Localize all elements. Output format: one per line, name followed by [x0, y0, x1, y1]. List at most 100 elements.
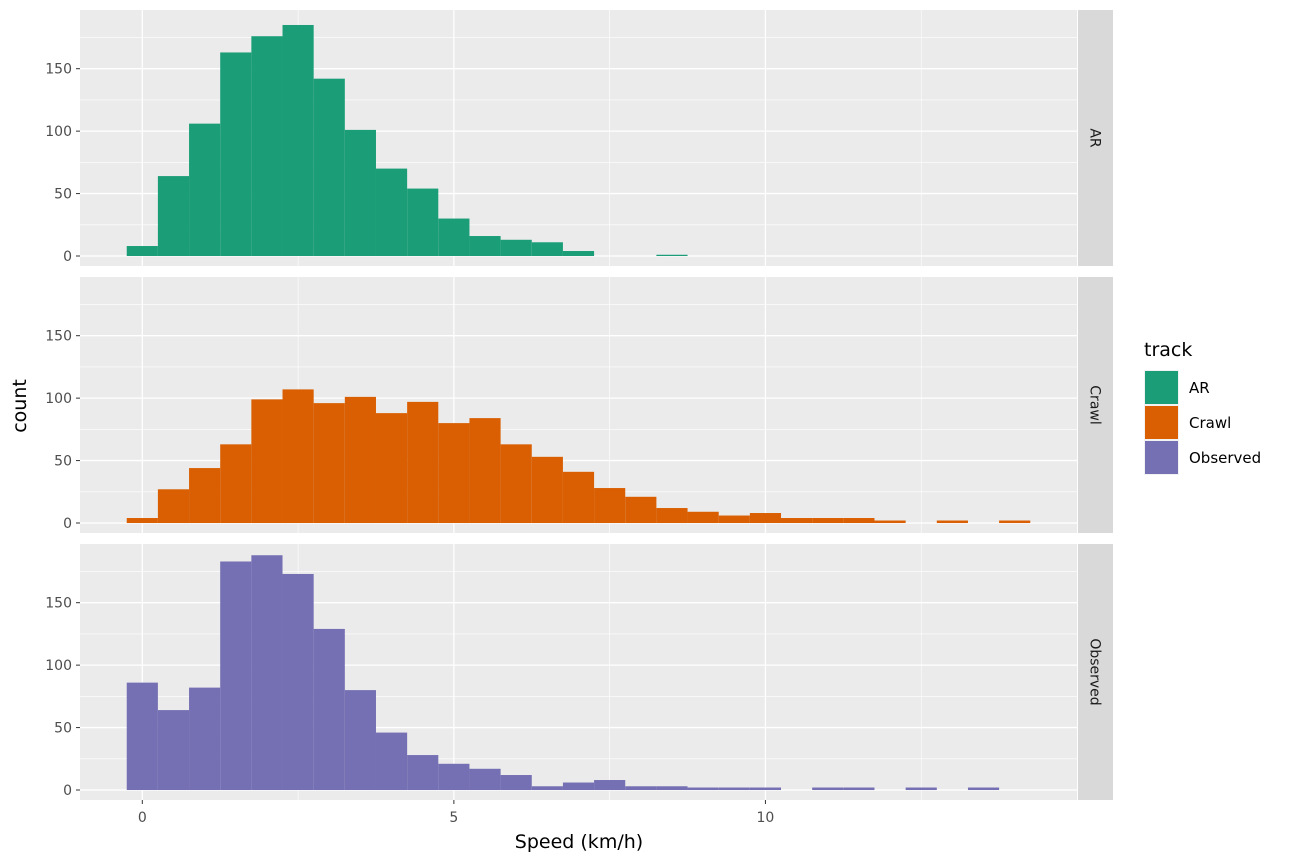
histogram-bar: [718, 515, 750, 524]
histogram-bar: [251, 555, 283, 791]
histogram-bar: [313, 628, 345, 791]
y-tick-label: 150: [45, 596, 72, 612]
histogram-bar: [936, 520, 968, 524]
histogram-bar: [594, 780, 626, 791]
y-tick-label: 0: [63, 249, 72, 265]
facet-panel-ar: 0 50 100 150 AR: [45, 10, 1113, 266]
histogram-bar: [687, 787, 719, 791]
histogram-bar: [126, 682, 158, 791]
legend-swatch-ar: [1145, 371, 1178, 404]
y-tick-label: 100: [45, 658, 72, 674]
legend-swatch-crawl: [1145, 406, 1178, 439]
histogram-bar: [189, 687, 221, 791]
histogram-bar: [375, 413, 408, 524]
histogram-bar: [562, 471, 595, 524]
facet-panel-crawl: 0 50 100 150 Crawl: [45, 277, 1113, 533]
histogram-bar: [407, 188, 439, 257]
histogram-bar: [812, 518, 844, 524]
legend: track AR Crawl Observed: [1144, 339, 1261, 475]
histogram-bar: [282, 573, 314, 791]
y-tick-label: 50: [54, 454, 72, 470]
y-tick-label: 100: [45, 124, 72, 140]
histogram-bar: [967, 787, 1000, 791]
histogram-bar: [781, 518, 813, 524]
legend-title: track: [1144, 339, 1192, 361]
y-tick-label: 100: [45, 391, 72, 407]
histogram-bar: [438, 423, 470, 524]
histogram-bar: [126, 246, 158, 257]
histogram-bar: [500, 444, 532, 524]
histogram-bar: [999, 520, 1031, 524]
x-axis-title: Speed (km/h): [515, 831, 643, 853]
histogram-bar: [407, 755, 439, 791]
histogram-bar: [375, 168, 408, 257]
histogram-bar: [874, 520, 906, 524]
histogram-bar: [157, 176, 190, 257]
legend-swatch-observed: [1145, 441, 1178, 474]
histogram-bar: [251, 36, 283, 257]
histogram-bar: [189, 123, 221, 257]
histogram-bar: [438, 763, 470, 791]
histogram-bar: [531, 242, 563, 257]
histogram-bar: [220, 444, 252, 524]
histogram-bar: [625, 496, 657, 524]
legend-label-observed: Observed: [1189, 449, 1261, 467]
y-tick-label: 0: [63, 516, 72, 532]
histogram-bar: [313, 403, 345, 524]
facet-strip-label: Observed: [1087, 638, 1103, 705]
histogram-bar: [375, 732, 408, 791]
legend-label-crawl: Crawl: [1189, 414, 1231, 432]
histogram-bar: [282, 389, 314, 524]
histogram-bar: [189, 468, 221, 524]
histogram-bar: [594, 488, 626, 524]
histogram-bar: [438, 218, 470, 257]
facet-strip: [1078, 544, 1113, 800]
y-tick-label: 150: [45, 62, 72, 78]
facet-strip-label: AR: [1087, 128, 1103, 148]
histogram-bar: [157, 710, 190, 791]
facet-panels: 0 50 100 150 AR 0 50 100 150 Crawl 0 50 100 150 Observ…: [45, 10, 1113, 800]
y-axis-title: count: [9, 379, 31, 433]
facet-panel-observed: 0 50 100 150 Observed: [45, 544, 1113, 800]
histogram-bar: [905, 787, 937, 791]
histogram-bar: [407, 401, 439, 524]
histogram-bar: [531, 456, 563, 524]
histogram-bar: [749, 787, 782, 791]
histogram-bar: [656, 786, 688, 791]
histogram-bar: [469, 768, 501, 791]
histogram-bar: [843, 787, 875, 791]
y-tick-label: 50: [54, 187, 72, 203]
facet-strip-label: Crawl: [1087, 385, 1103, 424]
y-tick-label: 0: [63, 783, 72, 799]
histogram-bar: [344, 690, 376, 791]
histogram-bar: [220, 561, 252, 791]
x-axis: 0 5 10: [138, 800, 775, 826]
y-tick-label: 50: [54, 721, 72, 737]
histogram-bar: [157, 489, 190, 524]
histogram-bar: [500, 239, 532, 257]
histogram-bar: [812, 787, 844, 791]
histogram-bar: [282, 24, 314, 257]
histogram-bar: [469, 236, 501, 257]
legend-label-ar: AR: [1189, 379, 1210, 397]
histogram-bar: [344, 396, 376, 524]
histogram-bar: [500, 775, 532, 791]
histogram-bar: [843, 518, 875, 524]
histogram-bar: [687, 511, 719, 524]
x-tick-label: 0: [138, 810, 147, 826]
histogram-bar: [344, 129, 376, 257]
histogram-bar: [718, 787, 750, 791]
histogram-bar: [562, 251, 595, 257]
histogram-bar: [126, 518, 158, 524]
facet-strip: [1078, 277, 1113, 533]
histogram-bar: [562, 782, 595, 791]
x-tick-label: 5: [449, 810, 458, 826]
facet-strip: [1078, 10, 1113, 266]
histogram-bar: [251, 399, 283, 524]
histogram-bar: [469, 418, 501, 524]
histogram-bar: [749, 513, 782, 524]
x-tick-label: 10: [757, 810, 775, 826]
histogram-bar: [220, 52, 252, 257]
histogram-bar: [656, 254, 688, 257]
